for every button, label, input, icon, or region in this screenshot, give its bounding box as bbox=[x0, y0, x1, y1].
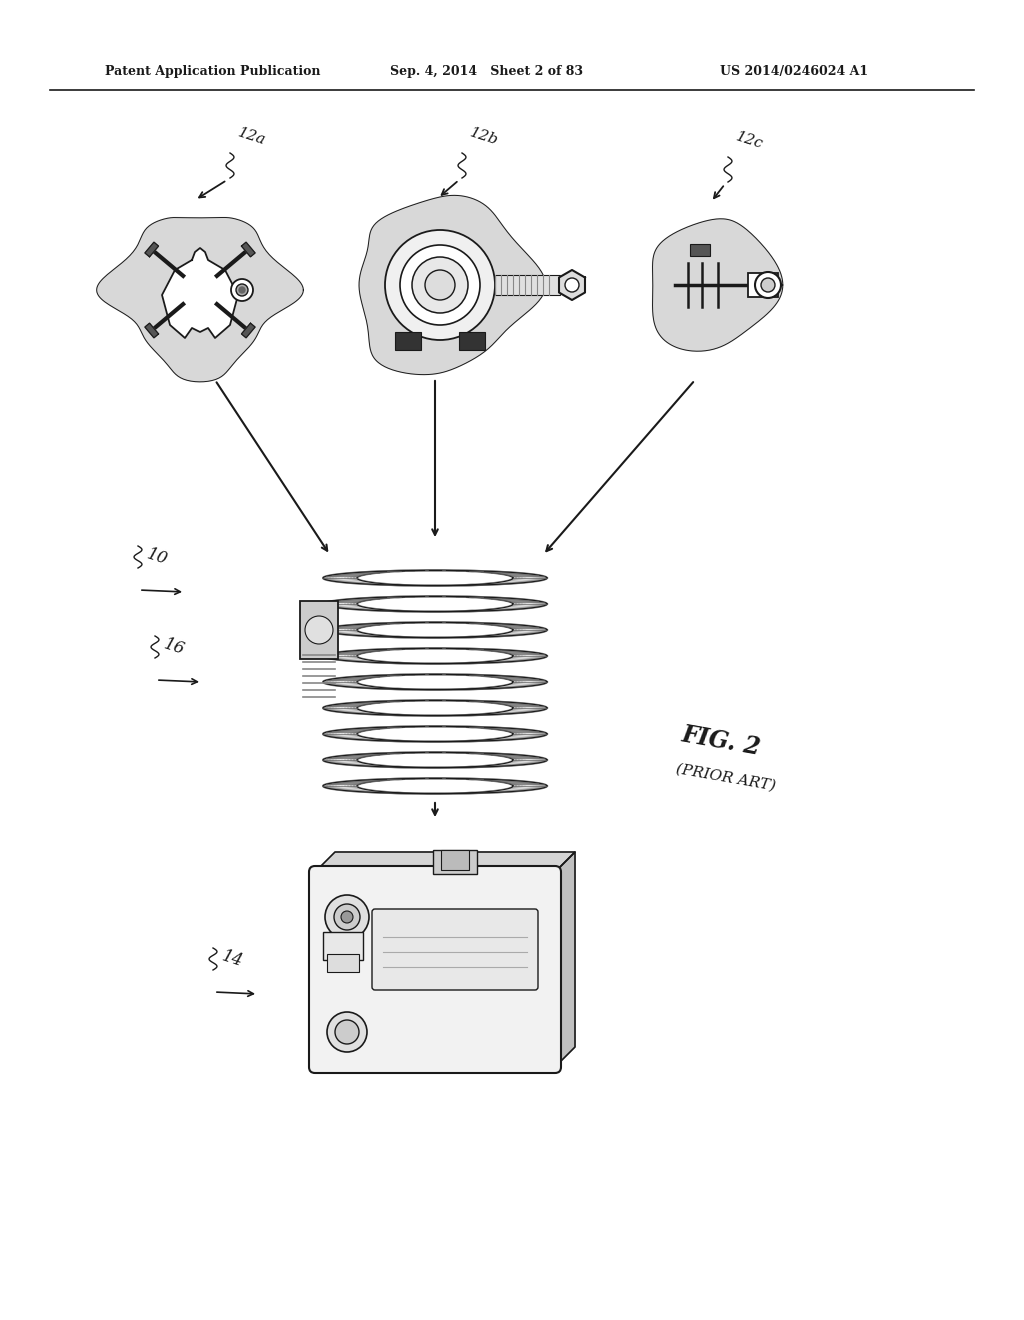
Polygon shape bbox=[145, 242, 159, 257]
Bar bbox=[323, 932, 362, 960]
Circle shape bbox=[325, 895, 369, 939]
Circle shape bbox=[327, 1012, 367, 1052]
Text: (PRIOR ART): (PRIOR ART) bbox=[675, 762, 777, 793]
Bar bbox=[690, 244, 710, 256]
FancyBboxPatch shape bbox=[372, 909, 538, 990]
Circle shape bbox=[755, 272, 781, 298]
Circle shape bbox=[239, 286, 245, 293]
Text: 12a: 12a bbox=[236, 125, 267, 148]
Circle shape bbox=[231, 279, 253, 301]
Polygon shape bbox=[96, 218, 303, 381]
Bar bbox=[748, 273, 778, 297]
Polygon shape bbox=[359, 195, 546, 375]
Polygon shape bbox=[242, 242, 255, 257]
Bar bbox=[327, 954, 359, 972]
Text: 16: 16 bbox=[162, 635, 187, 657]
Bar bbox=[433, 850, 477, 874]
Polygon shape bbox=[162, 248, 238, 338]
Circle shape bbox=[305, 616, 333, 644]
Bar bbox=[495, 275, 560, 294]
Text: 12c: 12c bbox=[734, 131, 765, 152]
Text: Sep. 4, 2014   Sheet 2 of 83: Sep. 4, 2014 Sheet 2 of 83 bbox=[390, 66, 583, 78]
Text: 14: 14 bbox=[220, 948, 246, 970]
FancyBboxPatch shape bbox=[309, 866, 561, 1073]
Text: US 2014/0246024 A1: US 2014/0246024 A1 bbox=[720, 66, 868, 78]
Circle shape bbox=[565, 279, 579, 292]
Circle shape bbox=[425, 271, 455, 300]
Text: 12b: 12b bbox=[468, 125, 500, 148]
Bar bbox=[395, 333, 421, 350]
Circle shape bbox=[400, 246, 480, 325]
Bar bbox=[441, 850, 469, 870]
Polygon shape bbox=[242, 323, 255, 338]
Polygon shape bbox=[652, 219, 782, 351]
Polygon shape bbox=[315, 851, 575, 873]
Circle shape bbox=[236, 284, 248, 296]
Circle shape bbox=[761, 279, 775, 292]
Polygon shape bbox=[145, 323, 159, 338]
Circle shape bbox=[341, 911, 353, 923]
Polygon shape bbox=[559, 271, 585, 300]
Circle shape bbox=[335, 1020, 359, 1044]
Bar bbox=[300, 601, 338, 659]
Circle shape bbox=[412, 257, 468, 313]
Text: 10: 10 bbox=[145, 545, 170, 568]
Text: FIG. 2: FIG. 2 bbox=[680, 722, 763, 760]
Polygon shape bbox=[555, 851, 575, 1067]
Circle shape bbox=[334, 904, 360, 931]
Circle shape bbox=[385, 230, 495, 341]
Text: Patent Application Publication: Patent Application Publication bbox=[105, 66, 321, 78]
Bar bbox=[459, 333, 485, 350]
